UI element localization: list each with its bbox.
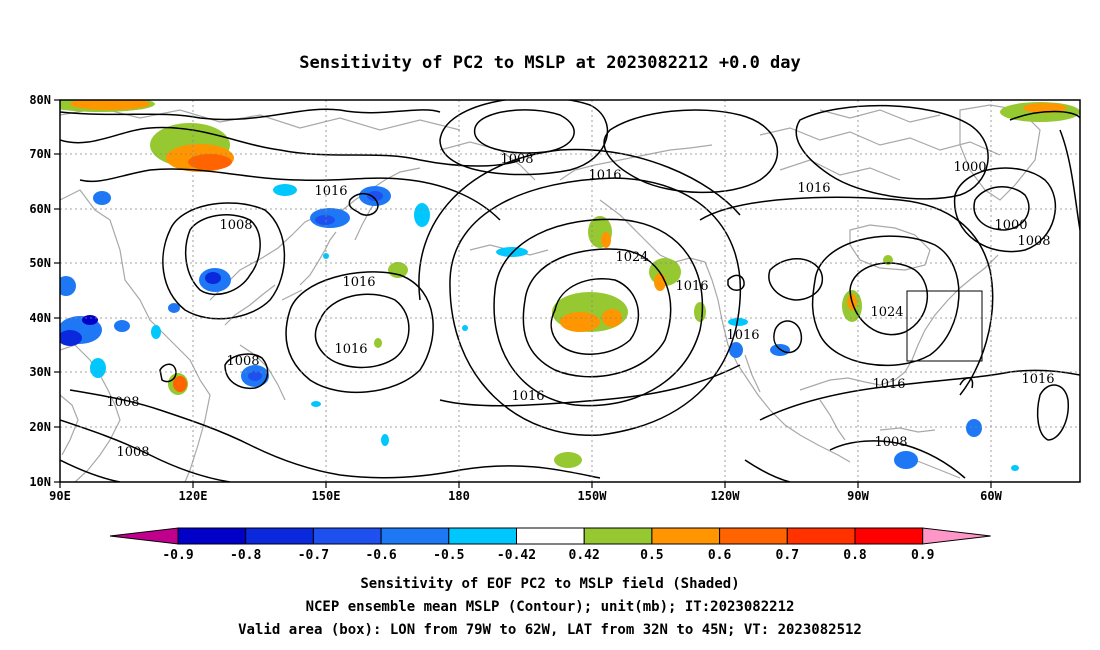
lat-label: 40N [29,311,51,325]
contour-label: 1008 [500,152,533,167]
colorbar-swatch [854,527,924,545]
colorbar-swatch [177,527,247,545]
contour-label: 1008 [1017,234,1050,249]
colorbar-swatch [312,527,382,545]
contour-label: 1008 [219,218,252,233]
contour-label: 1000 [994,218,1027,233]
colorbar-label: 0.7 [776,548,799,563]
contour-label: 1016 [872,377,905,392]
sensitivity-shading [60,100,1080,471]
lon-label: 90W [847,489,869,503]
lon-label: 90E [49,489,71,503]
lon-labels: 90E 120E 150E 180 150W 120W 90W 60W [49,489,1002,503]
lon-label: 150E [312,489,341,503]
contour-label: 1024 [870,305,903,320]
caption-line-1: Sensitivity of EOF PC2 to MSLP field (Sh… [360,576,739,592]
lat-label: 70N [29,147,51,161]
map-frame [59,99,1081,483]
contour-label: 1016 [675,279,708,294]
lon-label: 60W [980,489,1002,503]
contour-label: 1008 [106,395,139,410]
lat-label: 80N [29,93,51,107]
colorbar-label: -0.42 [497,548,536,563]
coastlines [60,104,1041,482]
lat-label: 30N [29,365,51,379]
colorbar: -0.9 -0.8 -0.7 -0.6 -0.5 -0.42 0.42 0.5 0.6 0.7 0.… [109,527,991,563]
colorbar-label: -0.7 [298,548,329,563]
tick-marks [54,99,992,488]
lat-labels: 80N 70N 60N 50N 40N 30N 20N 10N [29,93,51,489]
lon-label: 150W [578,489,608,503]
contour-label: 1000 [953,160,986,175]
colorbar-label: 0.42 [569,548,600,563]
colorbar-label: -0.9 [162,548,193,563]
map-area: 1008 1016 1008 1016 1016 1024 1016 1016 … [54,99,1081,488]
contour-label: 1016 [1021,372,1054,387]
colorbar-swatch [719,527,788,545]
contour-label: 1016 [511,389,544,404]
colorbar-swatch [786,527,856,545]
contour-label: 1008 [226,354,259,369]
contour-label: 1016 [797,181,830,196]
mslp-contours [60,100,1080,482]
colorbar-swatch [583,527,653,545]
colorbar-swatch [245,527,314,545]
lon-label: 180 [448,489,470,503]
lat-label: 50N [29,256,51,270]
colorbar-extend-high [922,527,991,545]
caption-line-2: NCEP ensemble mean MSLP (Contour); unit(… [306,599,795,615]
colorbar-label: 0.6 [708,548,732,563]
colorbar-extend-low [109,527,179,545]
colorbar-label: -0.6 [365,548,396,563]
map-title: Sensitivity of PC2 to MSLP at 2023082212… [299,53,801,73]
colorbar-swatch [380,527,450,545]
lon-label: 120W [711,489,741,503]
colorbar-label: -0.5 [433,548,464,563]
lat-label: 60N [29,202,51,216]
colorbar-swatch [651,527,721,545]
gridlines [60,100,1080,482]
contour-label: 1016 [588,168,621,183]
contour-label: 1016 [342,275,375,290]
caption-line-3: Valid area (box): LON from 79W to 62W, L… [238,622,862,638]
contour-label: 1008 [874,435,907,450]
lon-label: 120E [179,489,208,503]
contour-labels: 1008 1016 1008 1016 1016 1024 1016 1016 … [106,152,1054,460]
colorbar-label: 0.8 [843,548,867,563]
colorbar-label: -0.8 [230,548,261,563]
contour-label: 1016 [334,342,367,357]
lat-label: 10N [29,475,51,489]
contour-label: 1016 [726,328,759,343]
colorbar-label: 0.9 [911,548,934,563]
colorbar-label: 0.5 [640,548,663,563]
valid-area-box [906,290,983,362]
colorbar-swatch [516,527,585,545]
contour-label: 1016 [314,184,347,199]
contour-label: 1024 [615,250,648,265]
contour-label: 1008 [116,445,149,460]
lat-label: 20N [29,420,51,434]
colorbar-swatch [448,527,517,545]
